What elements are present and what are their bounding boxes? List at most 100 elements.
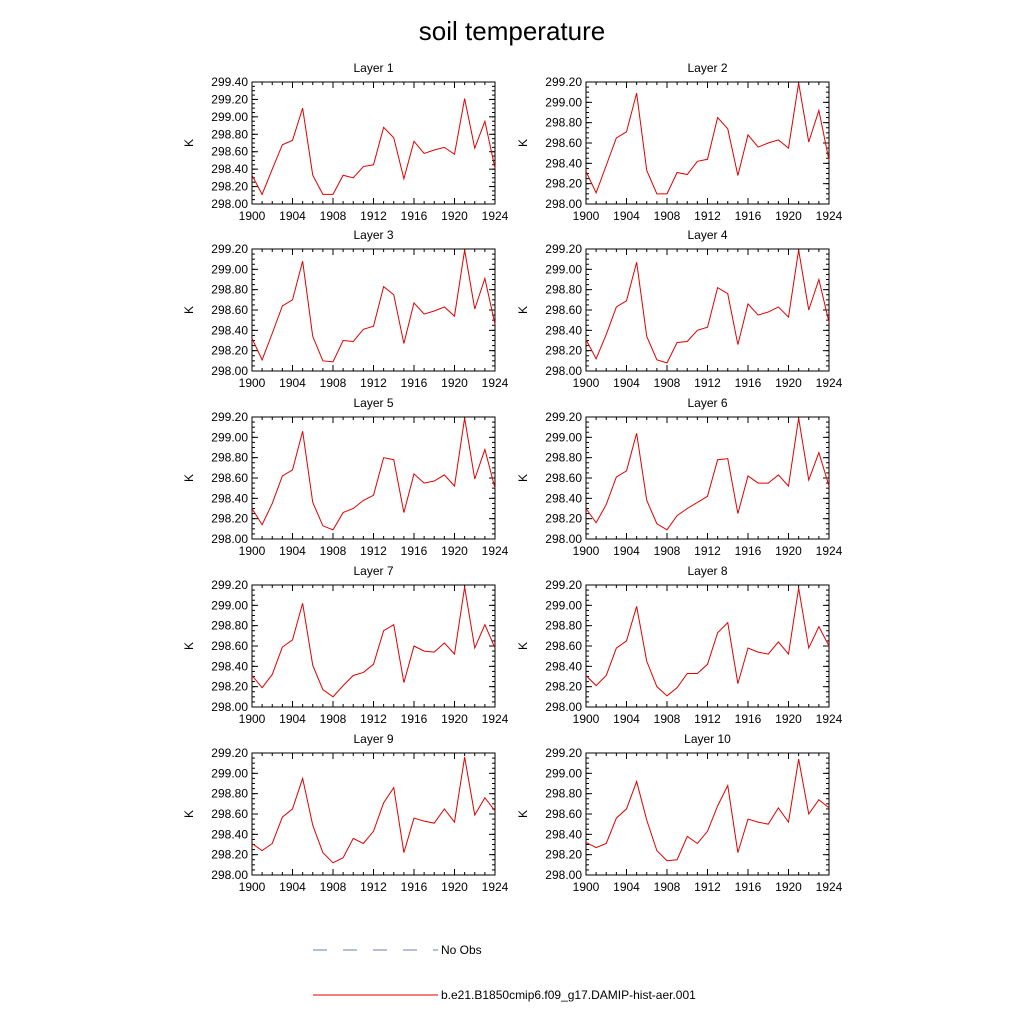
x-tick-label: 1908 — [320, 209, 347, 223]
series-line — [251, 98, 496, 196]
y-tick-label: 298.80 — [545, 283, 582, 297]
x-tick-label: 1904 — [279, 544, 306, 558]
y-tick-label: 298.60 — [545, 807, 582, 821]
panel-title: Layer 2 — [687, 61, 727, 75]
x-tick-label: 1908 — [320, 376, 347, 390]
panel-layer-7: Layer 7 1900 1904 1908 1912 1916 1920 1924 298.0… — [182, 564, 509, 726]
y-tick-label: 299.00 — [545, 262, 582, 276]
y-axis-label: K — [182, 642, 196, 650]
plot-frame — [585, 248, 830, 372]
series-line — [585, 587, 830, 697]
x-tick-label: 1912 — [694, 712, 721, 726]
x-tick-label: 1900 — [573, 544, 600, 558]
x-tick-label: 1912 — [694, 880, 721, 894]
y-tick-label: 298.20 — [211, 344, 248, 358]
x-tick-label: 1916 — [401, 712, 428, 726]
panel-layer-1: Layer 1 1900 1904 1908 1912 1916 1920 1924 298.0… — [182, 61, 509, 223]
legend-label-no-obs: No Obs — [441, 943, 482, 957]
series-line — [585, 249, 830, 364]
y-tick-label: 299.40 — [211, 75, 248, 89]
x-tick-label: 1908 — [320, 712, 347, 726]
x-tick-label: 1920 — [441, 209, 468, 223]
y-tick-label: 298.80 — [545, 116, 582, 130]
y-tick-label: 298.40 — [211, 162, 248, 176]
y-tick-label: 298.20 — [545, 344, 582, 358]
legend-label-model: b.e21.B1850cmip6.f09_g17.DAMIP-hist-aer.… — [441, 988, 696, 1002]
series-line — [251, 586, 496, 698]
y-tick-label: 299.00 — [211, 598, 248, 612]
x-tick-label: 1912 — [360, 880, 387, 894]
panel-layer-5: Layer 5 1900 1904 1908 1912 1916 1920 1924 298.0… — [182, 396, 509, 558]
x-tick-label: 1912 — [694, 376, 721, 390]
y-tick-label: 299.20 — [211, 410, 248, 424]
series-line — [585, 759, 830, 862]
plot-frame — [251, 81, 496, 205]
x-tick-label: 1920 — [775, 209, 802, 223]
y-axis-label: K — [516, 810, 530, 818]
panel-title: Layer 4 — [687, 228, 727, 242]
x-tick-label: 1924 — [816, 376, 843, 390]
figure-title: soil temperature — [419, 16, 605, 46]
y-tick-label: 299.20 — [211, 746, 248, 760]
x-tick-label: 1924 — [482, 880, 509, 894]
panel-title: Layer 10 — [684, 732, 731, 746]
plot-frame — [251, 584, 496, 708]
y-tick-label: 299.00 — [545, 766, 582, 780]
x-tick-label: 1904 — [613, 880, 640, 894]
y-tick-label: 299.00 — [211, 766, 248, 780]
x-tick-label: 1912 — [694, 209, 721, 223]
x-tick-label: 1924 — [816, 712, 843, 726]
x-tick-label: 1904 — [613, 712, 640, 726]
x-tick-label: 1912 — [360, 544, 387, 558]
y-tick-label: 298.60 — [545, 303, 582, 317]
x-tick-label: 1916 — [401, 544, 428, 558]
x-tick-label: 1908 — [654, 880, 681, 894]
y-axis-label: K — [516, 306, 530, 314]
y-tick-label: 299.00 — [211, 110, 248, 124]
panel-layer-10: Layer 10 1900 1904 1908 1912 1916 1920 1924 298.… — [516, 732, 843, 894]
x-tick-label: 1900 — [239, 880, 266, 894]
y-tick-label: 298.80 — [211, 619, 248, 633]
x-tick-label: 1924 — [816, 209, 843, 223]
series-line — [585, 417, 830, 531]
panel-layer-9: Layer 9 1900 1904 1908 1912 1916 1920 1924 298.0… — [182, 732, 509, 894]
y-tick-label: 298.00 — [211, 364, 248, 378]
y-tick-label: 298.20 — [211, 848, 248, 862]
y-tick-label: 298.20 — [545, 848, 582, 862]
y-tick-label: 299.20 — [211, 578, 248, 592]
y-tick-label: 298.60 — [211, 807, 248, 821]
y-axis-label: K — [182, 810, 196, 818]
panel-title: Layer 7 — [353, 564, 393, 578]
y-tick-label: 298.80 — [211, 787, 248, 801]
x-tick-label: 1904 — [279, 209, 306, 223]
x-tick-label: 1924 — [482, 376, 509, 390]
panel-title: Layer 9 — [353, 732, 393, 746]
y-tick-label: 298.40 — [545, 491, 582, 505]
x-tick-label: 1912 — [360, 376, 387, 390]
x-tick-label: 1904 — [279, 712, 306, 726]
y-tick-label: 298.20 — [211, 512, 248, 526]
y-tick-label: 298.60 — [211, 639, 248, 653]
y-tick-label: 298.80 — [211, 127, 248, 141]
y-tick-label: 298.80 — [545, 451, 582, 465]
x-tick-label: 1916 — [401, 209, 428, 223]
y-tick-label: 299.20 — [545, 75, 582, 89]
x-tick-label: 1900 — [573, 209, 600, 223]
panel-layer-3: Layer 3 1900 1904 1908 1912 1916 1920 1924 298.0… — [182, 228, 509, 390]
y-axis-label: K — [516, 642, 530, 650]
x-tick-label: 1920 — [775, 712, 802, 726]
x-tick-label: 1920 — [441, 712, 468, 726]
y-tick-label: 299.00 — [211, 430, 248, 444]
x-tick-label: 1916 — [735, 544, 762, 558]
y-tick-label: 299.20 — [545, 746, 582, 760]
y-tick-label: 299.20 — [545, 242, 582, 256]
panel-layer-2: Layer 2 1900 1904 1908 1912 1916 1920 1924 298.0… — [516, 61, 843, 223]
y-tick-label: 298.40 — [211, 827, 248, 841]
x-tick-label: 1900 — [573, 712, 600, 726]
y-tick-label: 298.60 — [545, 136, 582, 150]
y-axis-label: K — [516, 139, 530, 147]
x-tick-label: 1920 — [441, 544, 468, 558]
x-tick-label: 1920 — [775, 880, 802, 894]
x-tick-label: 1916 — [401, 376, 428, 390]
